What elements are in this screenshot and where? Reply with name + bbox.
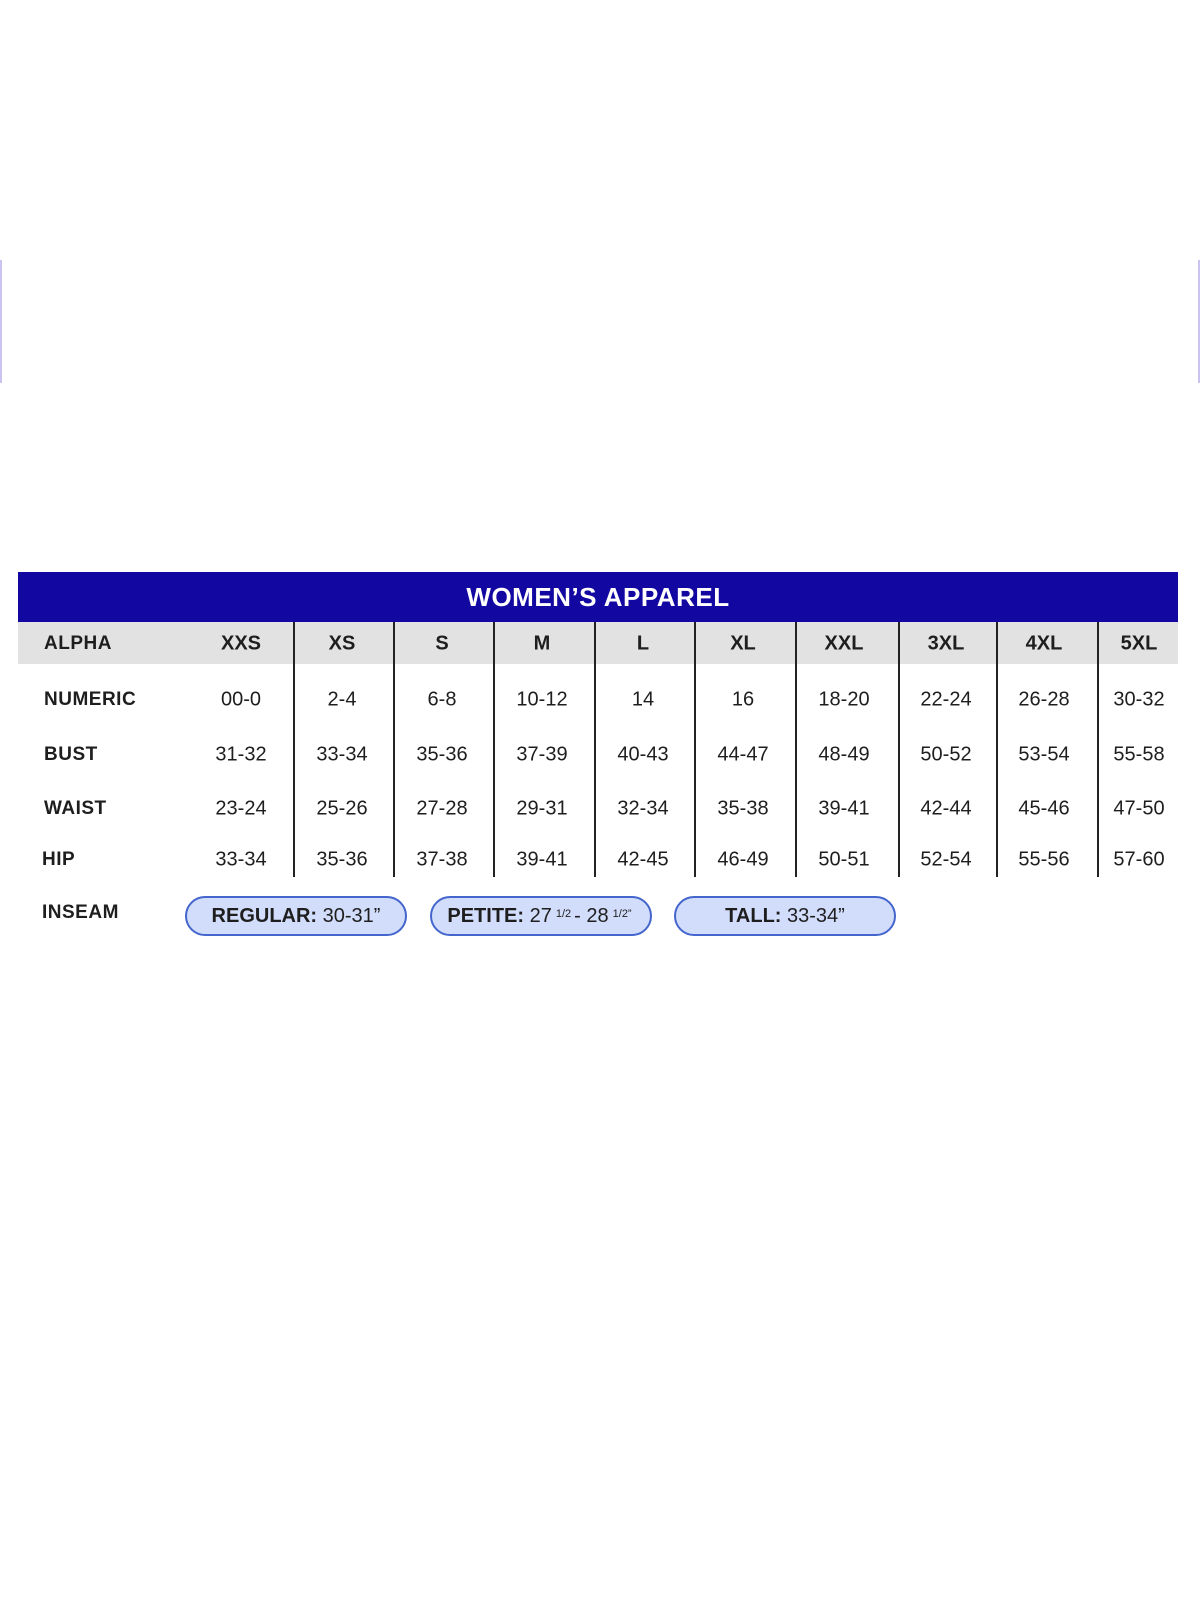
table-cell: 53-54 bbox=[1018, 743, 1070, 766]
table-cell: 46-49 bbox=[717, 848, 769, 871]
table-cell: 31-32 bbox=[215, 743, 267, 766]
table-cell: 44-47 bbox=[717, 743, 769, 766]
table-cell: 39-41 bbox=[516, 848, 568, 871]
table-cell: 40-43 bbox=[617, 743, 669, 766]
size-header-cell: 4XL bbox=[1025, 632, 1063, 655]
table-cell: 35-36 bbox=[416, 743, 468, 766]
size-header-cell: 5XL bbox=[1120, 632, 1158, 655]
table-cell: 37-38 bbox=[416, 848, 468, 871]
row-label: BUST bbox=[44, 744, 98, 765]
size-header-cell: S bbox=[435, 632, 449, 655]
table-cell: 35-38 bbox=[717, 797, 769, 820]
column-divider bbox=[493, 622, 495, 877]
inseam-petite-badge: PETITE: 27 1/2- 28 1/2” bbox=[430, 896, 652, 936]
table-cell: 32-34 bbox=[617, 797, 669, 820]
column-divider bbox=[694, 622, 696, 877]
size-header-cell: XS bbox=[328, 632, 356, 655]
table-cell: 27-28 bbox=[416, 797, 468, 820]
table-cell: 50-51 bbox=[818, 848, 870, 871]
column-divider bbox=[1097, 622, 1099, 877]
table-cell: 48-49 bbox=[818, 743, 870, 766]
size-chart-title: WOMEN’S APPAREL bbox=[18, 572, 1178, 622]
size-header-cell: 3XL bbox=[927, 632, 965, 655]
table-cell: 57-60 bbox=[1113, 848, 1165, 871]
column-divider bbox=[996, 622, 998, 877]
row-label: NUMERIC bbox=[44, 689, 137, 710]
table-cell: 55-58 bbox=[1113, 743, 1165, 766]
table-cell: 42-45 bbox=[617, 848, 669, 871]
size-header-cell: XL bbox=[730, 632, 756, 655]
size-header-cell: XXL bbox=[824, 632, 864, 655]
table-cell: 29-31 bbox=[516, 797, 568, 820]
size-header-cell: L bbox=[636, 632, 650, 655]
table-cell: 33-34 bbox=[215, 848, 267, 871]
table-cell: 25-26 bbox=[316, 797, 368, 820]
table-cell: 45-46 bbox=[1018, 797, 1070, 820]
edge-line-left bbox=[0, 260, 2, 383]
row-label: ALPHA bbox=[44, 633, 112, 654]
inseam-label: INSEAM bbox=[42, 902, 119, 923]
inseam-tall-badge: TALL: 33-34” bbox=[674, 896, 896, 936]
table-cell: 47-50 bbox=[1113, 797, 1165, 820]
size-header-cell: XXS bbox=[220, 632, 262, 655]
table-cell: 52-54 bbox=[920, 848, 972, 871]
table-cell: 18-20 bbox=[818, 688, 870, 711]
table-cell: 26-28 bbox=[1018, 688, 1070, 711]
table-cell: 30-32 bbox=[1113, 688, 1165, 711]
table-cell: 00-0 bbox=[220, 688, 262, 711]
column-divider bbox=[594, 622, 596, 877]
table-cell: 6-8 bbox=[427, 688, 457, 711]
table-cell: 55-56 bbox=[1018, 848, 1070, 871]
row-label: HIP bbox=[42, 849, 76, 870]
table-cell: 39-41 bbox=[818, 797, 870, 820]
size-header-cell: M bbox=[533, 632, 551, 655]
row-label: WAIST bbox=[44, 798, 107, 819]
table-cell: 42-44 bbox=[920, 797, 972, 820]
column-divider bbox=[293, 622, 295, 877]
table-cell: 2-4 bbox=[327, 688, 357, 711]
table-cell: 50-52 bbox=[920, 743, 972, 766]
table-cell: 10-12 bbox=[516, 688, 568, 711]
table-cell: 22-24 bbox=[920, 688, 972, 711]
table-cell: 14 bbox=[631, 688, 655, 711]
alpha-row-background bbox=[18, 622, 1178, 664]
table-cell: 37-39 bbox=[516, 743, 568, 766]
column-divider bbox=[795, 622, 797, 877]
table-cell: 33-34 bbox=[316, 743, 368, 766]
column-divider bbox=[898, 622, 900, 877]
table-cell: 35-36 bbox=[316, 848, 368, 871]
edge-line-right bbox=[1198, 260, 1200, 383]
column-divider bbox=[393, 622, 395, 877]
table-cell: 23-24 bbox=[215, 797, 267, 820]
inseam-regular-badge: REGULAR: 30-31” bbox=[185, 896, 407, 936]
table-cell: 16 bbox=[731, 688, 755, 711]
